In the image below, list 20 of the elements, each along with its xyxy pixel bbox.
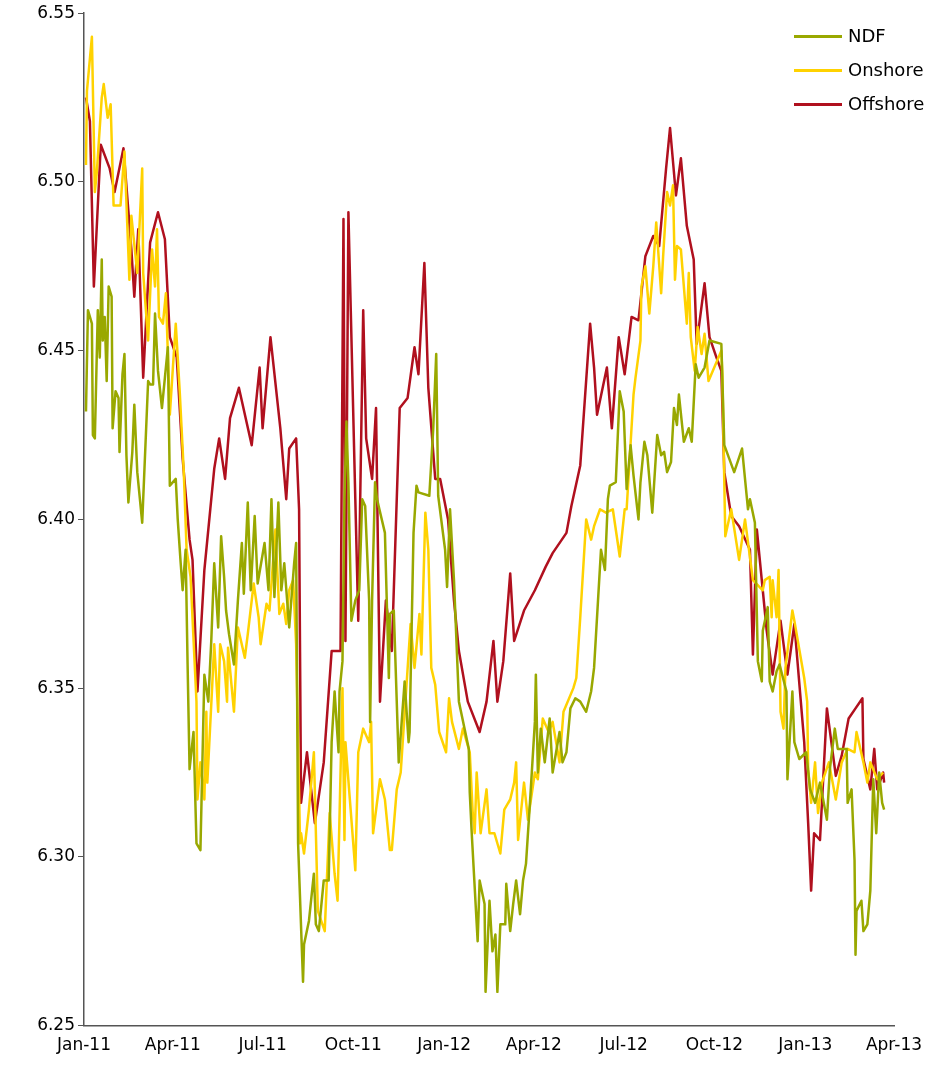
y-tick-label: 6.35 — [37, 676, 75, 697]
x-tick-label: Apr-12 — [505, 1034, 562, 1055]
y-tick-label: 6.40 — [37, 507, 75, 528]
x-tick-label: Oct-11 — [324, 1034, 382, 1055]
x-tick-label: Jan-12 — [416, 1034, 472, 1055]
legend-label: Onshore — [848, 58, 924, 83]
x-tick-label: Oct-12 — [685, 1034, 744, 1055]
x-tick-label: Apr-13 — [865, 1034, 923, 1055]
y-tick-label: 6.45 — [37, 339, 75, 360]
x-tick-label: Jan-13 — [777, 1034, 833, 1055]
x-tick-label: Jul-12 — [598, 1034, 648, 1055]
x-tick-label: Jul-11 — [237, 1034, 287, 1055]
legend-label: Offshore — [848, 92, 925, 117]
x-tick-label: Apr-11 — [144, 1034, 201, 1055]
y-tick-label: 6.55 — [37, 1, 75, 22]
legend-label: NDF — [848, 24, 886, 49]
y-tick-label: 6.25 — [37, 1014, 75, 1035]
x-tick-label: Jan-11 — [56, 1034, 111, 1055]
y-tick-label: 6.30 — [37, 845, 75, 866]
y-tick-label: 6.50 — [37, 170, 75, 191]
